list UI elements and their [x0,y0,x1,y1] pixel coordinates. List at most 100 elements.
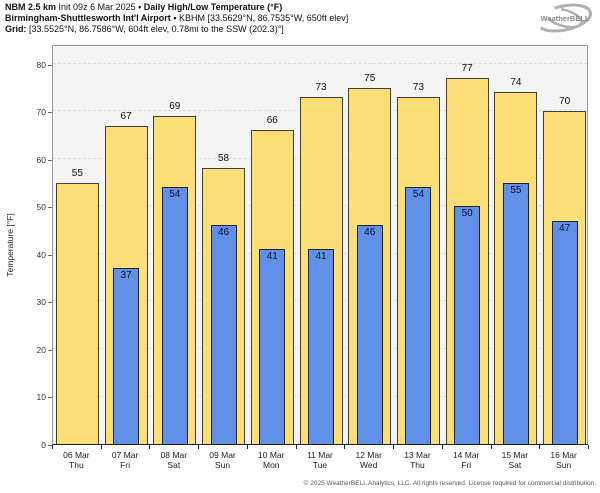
low-value-label: 41 [315,251,327,263]
low-bar: 41 [259,249,286,444]
x-date-label: 10 Mar [258,450,285,460]
y-tick-label: 0 [41,440,46,450]
header-line-1: NBM 2.5 km Init 09z 6 Mar 2025 • Daily H… [5,2,348,13]
x-tick-label: 09 Mar Sun [198,450,247,470]
high-value-label: 69 [169,101,181,113]
x-tick-mark [100,445,102,449]
header-line-2: Birmingham-Shuttlesworth Int'l Airport •… [5,13,348,24]
x-tick-label: 06 Mar Thu [52,450,101,470]
x-dow-label: Sun [556,460,572,470]
low-value-label: 46 [217,227,230,239]
x-dow-label: Thu [410,460,425,470]
x-tick-mark [539,445,541,449]
high-value-label: 58 [217,153,230,165]
model-name: NBM 2.5 km [5,2,57,12]
chart-header: NBM 2.5 km Init 09z 6 Mar 2025 • Daily H… [5,2,348,35]
y-tick-label: 70 [36,107,46,118]
y-tick-label: 10 [36,392,46,403]
high-value-label: 77 [461,63,473,75]
high-value-label: 70 [559,96,571,108]
y-tick-mark [48,445,52,446]
x-tick-label: 11 Mar Tue [296,450,345,470]
grid-details: [33.5525°N, 86.7586°W, 604ft elev, 0.78m… [29,24,284,34]
x-dow-label: Fri [120,460,131,470]
y-tick-mark [48,254,52,256]
plot-area: 55 67 37 69 54 58 46 66 41 73 41 75 46 73 54 77 50 74 55 70… [52,45,588,445]
x-tick-mark [588,445,589,449]
x-date-label: 14 Mar [452,450,480,460]
x-tick-label: 13 Mar Thu [393,450,442,470]
high-value-label: 73 [315,82,327,94]
x-dow-label: Tue [312,460,328,470]
x-date-label: 12 Mar [355,450,382,460]
y-tick-mark [48,64,52,66]
low-bar: 46 [210,225,237,444]
x-dow-label: Sat [167,460,181,470]
low-bar: 46 [356,225,383,444]
low-value-label: 50 [461,208,473,220]
x-date-label: 15 Mar [501,450,529,460]
x-tick-label: 12 Mar Wed [344,450,393,470]
x-dow-label: Sun [214,460,231,470]
low-value-label: 47 [559,222,571,234]
y-tick-label: 40 [36,249,46,260]
y-tick-mark [48,302,52,304]
low-bar: 54 [161,187,188,444]
x-dow-label: Wed [360,460,378,470]
x-tick-label: 10 Mar Mon [247,450,296,470]
station-name: Birmingham-Shuttlesworth Int'l Airport [5,13,171,23]
y-tick-label: 60 [36,154,46,165]
x-date-label: 16 Mar [550,450,577,460]
x-tick-mark [344,445,346,449]
y-tick-mark [48,159,52,161]
x-tick-label: 14 Mar Fri [442,450,491,470]
y-tick-mark [48,112,52,114]
x-date-label: 07 Mar [111,450,139,460]
grid-label: Grid: [5,24,27,34]
y-tick-mark [48,349,52,351]
separator-dot: • [173,13,177,23]
x-date-label: 08 Mar [160,450,188,460]
station-details: KBHM [33.5629°N, 86.7535°W, 650ft elev] [179,13,349,23]
low-value-label: 46 [364,227,376,239]
y-tick-mark [48,207,52,209]
high-value-label: 73 [412,82,425,94]
low-value-label: 54 [169,189,181,201]
product-title: Daily High/Low Temperature (°F) [143,2,283,12]
header-line-3: Grid: [33.5525°N, 86.7586°W, 604ft elev,… [5,24,348,35]
x-tick-label: 08 Mar Sat [149,450,198,470]
y-tick-mark [48,397,52,399]
high-value-label: 74 [510,77,522,89]
low-bar: 50 [454,206,481,444]
x-date-label: 11 Mar [307,450,333,460]
y-tick-label: 20 [36,344,46,355]
low-bar: 54 [405,187,432,444]
y-tick-label: 80 [36,59,46,70]
high-value-label: 67 [120,110,132,122]
high-value-label: 75 [364,72,376,84]
x-dow-label: Fri [461,460,472,470]
low-bar: 37 [113,268,140,444]
low-value-label: 37 [120,270,132,282]
y-tick-label: 50 [36,202,46,213]
x-tick-mark [246,445,248,449]
low-bar: 41 [308,249,334,444]
x-dow-label: Mon [262,460,280,470]
high-value-label: 66 [266,115,278,127]
x-tick-mark [441,445,443,449]
separator-dot: • [138,2,142,12]
x-date-label: 13 Mar [404,450,431,460]
low-bar: 55 [502,182,529,444]
low-value-label: 55 [510,184,522,196]
low-bar: 47 [551,220,578,444]
x-tick-mark [490,445,492,449]
x-tick-mark [52,445,53,449]
x-dow-label: Sat [508,460,522,470]
x-tick-label: 07 Mar Fri [101,450,150,470]
x-date-label: 09 Mar [209,450,236,460]
low-value-label: 41 [266,251,278,263]
x-tick-mark [198,445,200,449]
x-tick-label: 16 Mar Sun [539,450,588,470]
x-tick-mark [149,445,151,449]
